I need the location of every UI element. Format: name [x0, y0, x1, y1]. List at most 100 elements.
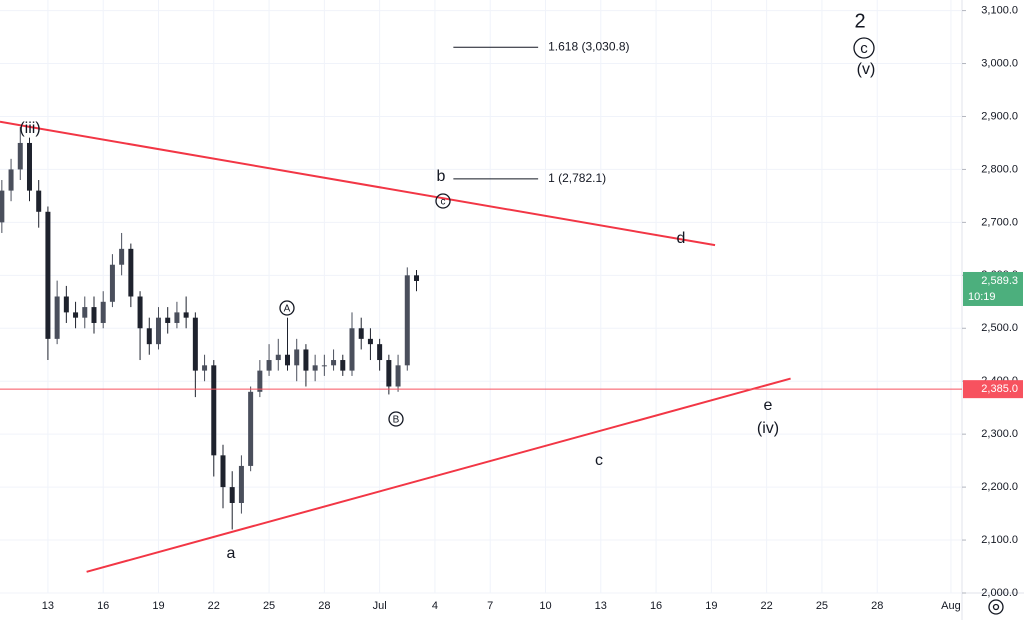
wave-label: c	[441, 197, 446, 208]
candle-body	[119, 248, 125, 265]
candle-body	[146, 328, 152, 345]
candle-body	[155, 317, 161, 345]
y-tick-label: 2,100.0	[981, 534, 1018, 546]
price-tag-label: 2,385.0	[981, 383, 1018, 395]
x-tick-label: Aug	[941, 600, 961, 612]
x-tick-label: 25	[816, 600, 828, 612]
wave-circle	[388, 411, 404, 427]
fib-label: 1.618 (3,030.8)	[548, 39, 629, 53]
y-tick-label: 2,000.0	[981, 587, 1018, 599]
wave-label: a	[227, 545, 236, 562]
candle-body	[36, 190, 42, 212]
y-tick-label: 3,000.0	[981, 57, 1018, 69]
candle-body	[395, 365, 401, 387]
y-tick-label: 2,500.0	[981, 322, 1018, 334]
y-tick-label: 2,700.0	[981, 216, 1018, 228]
x-tick-label: 7	[487, 600, 493, 612]
x-tick-label: 22	[761, 600, 773, 612]
candle-body	[340, 360, 346, 371]
candle-body	[404, 275, 410, 366]
x-tick-label: Jul	[373, 600, 387, 612]
candle-body	[367, 338, 373, 345]
candle-body	[128, 248, 134, 297]
x-tick-label: 25	[263, 600, 275, 612]
countdown-label: 10:19	[968, 291, 996, 303]
candle-body	[73, 312, 79, 318]
candle-body	[211, 365, 217, 456]
candle-body	[284, 354, 290, 366]
candle-body	[248, 391, 254, 466]
candle-body	[26, 142, 32, 191]
wave-label: e	[764, 397, 773, 414]
settings-icon[interactable]	[988, 599, 1004, 615]
candle-body	[229, 487, 235, 503]
trend-line	[0, 120, 716, 247]
candle-body	[331, 360, 337, 366]
candle-body	[377, 344, 383, 361]
y-tick-label: 2,300.0	[981, 428, 1018, 440]
x-tick-label: 28	[318, 600, 330, 612]
wave-label: 2	[854, 10, 865, 32]
last-price-label: 2,589.3	[981, 275, 1018, 287]
wave-label: (v)	[857, 61, 876, 78]
x-tick-label: 13	[595, 600, 607, 612]
x-tick-label: 28	[871, 600, 883, 612]
candle-body	[45, 211, 51, 339]
candle-body	[238, 465, 244, 503]
fib-label: 1 (2,782.1)	[548, 171, 606, 185]
candle-body	[220, 455, 226, 488]
candle-body	[312, 365, 318, 371]
candle-body	[321, 365, 327, 367]
x-tick-label: 10	[539, 600, 551, 612]
y-tick-label: 2,200.0	[981, 481, 1018, 493]
wave-label: B	[393, 415, 400, 426]
candle-body	[386, 360, 392, 387]
wave-label: c	[595, 452, 603, 469]
x-tick-label: 16	[97, 600, 109, 612]
candle-body	[358, 328, 364, 339]
wave-circle	[435, 193, 451, 209]
candle-body	[0, 190, 5, 223]
x-tick-label: 4	[432, 600, 438, 612]
candle-body	[303, 349, 309, 371]
candle-body	[63, 296, 69, 313]
x-tick-label: 19	[705, 600, 717, 612]
wave-label: d	[677, 230, 686, 247]
candle-body	[54, 296, 60, 339]
wave-label: c	[860, 40, 868, 57]
candle-body	[275, 354, 281, 361]
wave-label: (iii)	[19, 120, 40, 137]
wave-circle	[279, 300, 295, 316]
wave-label: A	[284, 304, 291, 315]
wave-label: (iv)	[757, 420, 779, 437]
y-tick-label: 3,100.0	[981, 4, 1018, 16]
x-tick-label: 19	[152, 600, 164, 612]
trend-line	[86, 377, 791, 573]
last-price-tag	[963, 271, 1023, 306]
candle-body	[8, 169, 14, 191]
candle-body	[109, 264, 115, 302]
y-tick-label: 2,800.0	[981, 163, 1018, 175]
candle-body	[17, 142, 23, 170]
candle-body	[294, 349, 300, 366]
candle-body	[174, 312, 180, 323]
candle-body	[413, 275, 419, 281]
candle-body	[349, 328, 355, 371]
x-tick-label: 13	[42, 600, 54, 612]
price-tag	[963, 380, 1023, 399]
candle-body	[202, 365, 208, 371]
x-tick-label: 22	[208, 600, 220, 612]
wave-circle	[853, 37, 875, 59]
candle-body	[266, 360, 272, 371]
candle-body	[165, 317, 171, 323]
candle-body	[192, 317, 198, 371]
wave-label: b	[437, 168, 446, 185]
candle-body	[137, 296, 143, 329]
y-tick-label: 2,900.0	[981, 110, 1018, 122]
candle-body	[100, 301, 106, 323]
x-tick-label: 16	[650, 600, 662, 612]
candle-body	[91, 307, 97, 323]
candle-body	[257, 370, 263, 392]
